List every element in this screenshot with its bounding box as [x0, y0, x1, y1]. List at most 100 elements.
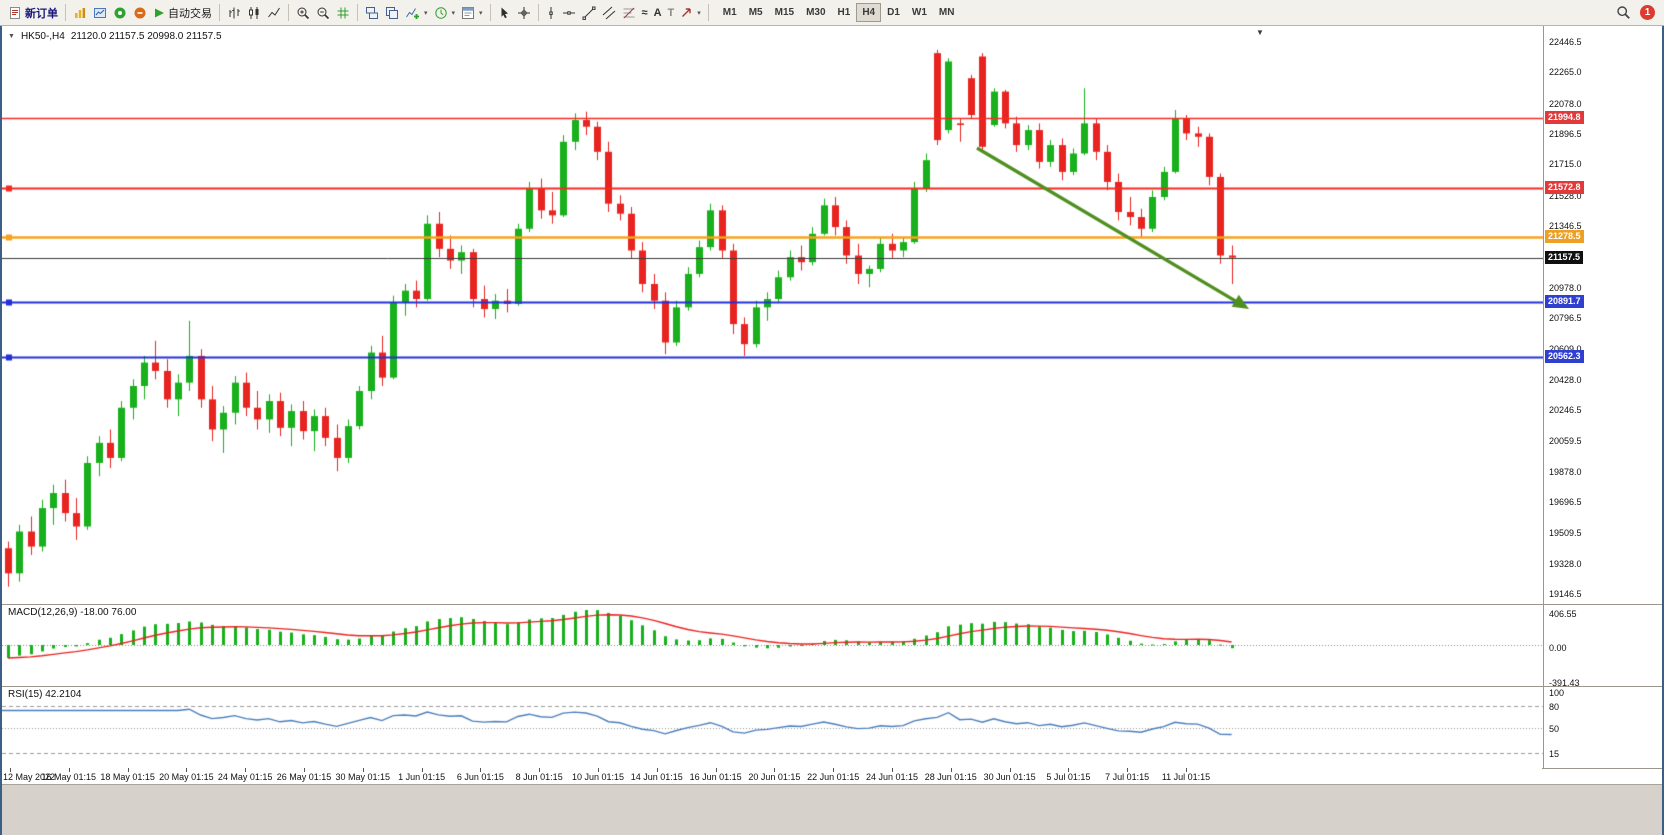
- candlestick-chart-icon: [247, 6, 261, 20]
- price-axis-label: 22078.0: [1549, 98, 1582, 109]
- price-badge: 21572.8: [1545, 181, 1584, 195]
- bottom-window-area: [0, 784, 1664, 835]
- time-axis-label: 12 May 2022: [3, 772, 56, 782]
- timeframe-button-m15[interactable]: M15: [774, 7, 795, 18]
- mql5-community-button[interactable]: [110, 2, 130, 23]
- periods-button[interactable]: ▾: [431, 2, 459, 23]
- rsi-panel-canvas[interactable]: [2, 686, 1544, 768]
- auto-trading-button[interactable]: 自动交易: [150, 2, 215, 23]
- notification-badge[interactable]: 1: [1640, 5, 1655, 20]
- arrows-tool-button[interactable]: ▾: [677, 2, 704, 23]
- chart-header: ▼ HK50-,H4 21120.0 21157.5 20998.0 21157…: [8, 31, 222, 42]
- cascade-windows-button[interactable]: [382, 2, 402, 23]
- search-button[interactable]: [1613, 2, 1634, 23]
- time-axis-label: 28 Jun 01:15: [924, 772, 977, 782]
- horizontal-line-tool-button[interactable]: [559, 2, 579, 23]
- panel-divider[interactable]: [0, 686, 1664, 687]
- periods-clock-icon: [434, 6, 448, 20]
- time-axis-label: 20 May 01:15: [159, 772, 214, 782]
- toolbar-separator: [219, 4, 220, 21]
- timeframe-button-w1[interactable]: W1: [911, 7, 927, 18]
- time-axis-tick: [304, 768, 305, 772]
- price-axis-label: 21715.0: [1549, 159, 1582, 170]
- chart-header-collapse-icon[interactable]: ▼: [8, 33, 15, 40]
- line-chart-icon: [267, 6, 281, 20]
- zoom-in-button[interactable]: [293, 2, 313, 23]
- time-axis-label: 16 Jun 01:15: [689, 772, 742, 782]
- macd-axis-label: 0.00: [1549, 643, 1567, 653]
- line-chart-button[interactable]: [264, 2, 284, 23]
- rsi-axis-label: 15: [1549, 749, 1560, 760]
- data-window-button[interactable]: [90, 2, 110, 23]
- main-toolbar: 新订单 自动交易 ▾ ▾ ▾: [0, 0, 1664, 26]
- price-chart-canvas[interactable]: [2, 26, 1544, 604]
- time-axis-tick: [1009, 768, 1011, 772]
- time-axis-tick: [10, 768, 11, 772]
- toolbar-separator: [65, 4, 66, 21]
- new-order-button[interactable]: 新订单: [5, 2, 61, 23]
- time-axis-tick: [68, 768, 70, 772]
- timeframe-button-m1[interactable]: M1: [722, 7, 737, 18]
- channel-icon: [602, 6, 616, 20]
- price-axis[interactable]: 22446.5 22265.0 22078.0 21896.5 21715.0 21528…: [1544, 26, 1662, 768]
- channel-tool-button[interactable]: [599, 2, 619, 23]
- price-axis-label: 19696.5: [1549, 497, 1582, 507]
- time-axis-label: 6 Jun 01:15: [456, 772, 504, 782]
- crosshair-tool-button[interactable]: [514, 2, 534, 23]
- grid-button[interactable]: [333, 2, 353, 23]
- chart-shift-marker-icon[interactable]: ▼: [1256, 28, 1264, 37]
- price-axis-label: 20978.0: [1549, 282, 1582, 293]
- tile-windows-button[interactable]: [362, 2, 382, 23]
- window-border-left: [0, 26, 2, 835]
- bar-chart-button[interactable]: [224, 2, 244, 23]
- price-axis-label: 21896.5: [1549, 129, 1582, 139]
- time-axis[interactable]: 12 May 2022 16 May 01:15 18 May 01:15 20 Ma…: [2, 768, 1542, 784]
- vertical-line-icon: [546, 6, 556, 20]
- time-axis-label: 20 Jun 01:15: [748, 772, 801, 782]
- zoom-out-button[interactable]: [313, 2, 333, 23]
- trendline-tool-button[interactable]: [579, 2, 599, 23]
- time-axis-label: 16 May 01:15: [41, 772, 97, 782]
- market-watch-icon: [73, 6, 87, 20]
- fibonacci-tool-button[interactable]: [619, 2, 639, 23]
- market-watch-button[interactable]: [70, 2, 90, 23]
- timeframe-button-h1[interactable]: H1: [837, 7, 851, 18]
- templates-button[interactable]: ▾: [458, 2, 486, 23]
- timeframe-button-m5[interactable]: M5: [748, 7, 763, 18]
- time-axis-label: 24 May 01:15: [217, 772, 273, 782]
- time-axis-tick: [480, 768, 482, 772]
- timeframe-button-d1[interactable]: D1: [887, 7, 900, 18]
- text-tool-button[interactable]: A: [651, 2, 665, 23]
- fibonacci-icon: [622, 6, 636, 20]
- macd-name: MACD(12,26,9): [8, 607, 78, 618]
- indicators-button[interactable]: ▾: [402, 2, 431, 23]
- timeframe-button-m30[interactable]: M30: [806, 7, 826, 18]
- price-axis-label: 20796.5: [1549, 313, 1582, 323]
- price-badge: 21157.5: [1545, 250, 1584, 264]
- panel-divider[interactable]: [0, 604, 1664, 605]
- waves-tool-button[interactable]: ≈: [639, 2, 651, 23]
- rsi-label: RSI(15) 42.2104: [8, 689, 82, 700]
- macd-axis-label: -391.43: [1549, 678, 1580, 688]
- timeframe-button-mn[interactable]: MN: [938, 7, 955, 18]
- price-badge: 21278.5: [1545, 230, 1584, 244]
- rsi-axis-label: 80: [1549, 702, 1560, 713]
- timeframe-button-h4[interactable]: H4: [856, 3, 882, 22]
- cursor-tool-button[interactable]: [495, 2, 514, 23]
- dropdown-caret-icon: ▾: [697, 9, 701, 17]
- time-axis-label: 18 May 01:15: [100, 772, 155, 782]
- price-badge: 21994.8: [1545, 110, 1584, 124]
- macd-panel-canvas[interactable]: [2, 604, 1544, 686]
- vertical-line-tool-button[interactable]: [543, 2, 559, 23]
- label-tool-button[interactable]: T: [665, 2, 678, 23]
- toolbar-separator: [537, 4, 539, 21]
- alerts-button[interactable]: [130, 2, 150, 23]
- dropdown-caret-icon: ▾: [424, 9, 428, 17]
- time-axis-label: 14 Jun 01:15: [630, 772, 683, 782]
- price-axis-label: 20059.5: [1549, 436, 1582, 447]
- timeframe-group: M1 M5 M15 M30 H1 H4 D1 W1 MN: [717, 3, 961, 22]
- templates-icon: [461, 6, 475, 20]
- search-icon: [1616, 5, 1631, 20]
- candlestick-chart-button[interactable]: [244, 2, 264, 23]
